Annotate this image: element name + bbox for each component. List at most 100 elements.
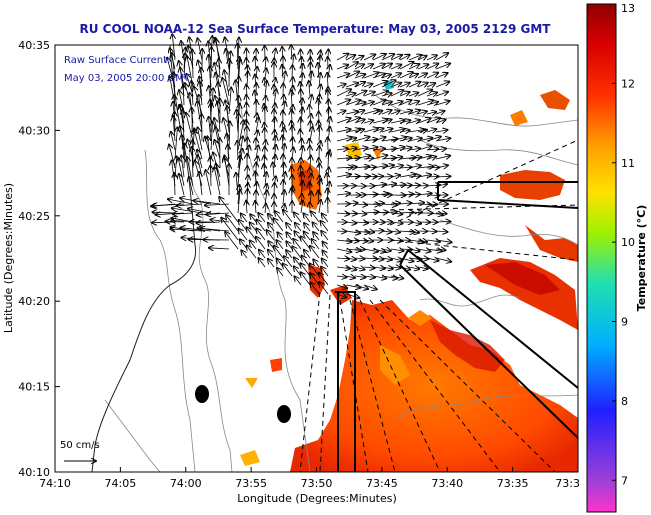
current-vector	[363, 92, 375, 96]
current-vector	[372, 91, 388, 97]
current-vector	[259, 250, 266, 259]
marker-dot	[277, 405, 291, 423]
current-vector	[277, 268, 284, 277]
current-vector	[399, 100, 411, 106]
current-vector	[345, 285, 361, 288]
current-vector	[408, 240, 423, 242]
current-vector	[256, 237, 266, 250]
current-vector	[345, 138, 356, 141]
scale-label: 50 cm/s	[60, 440, 100, 451]
current-vector	[435, 249, 446, 250]
current-vector	[345, 249, 361, 251]
current-vector	[381, 120, 392, 124]
y-tick-label: 40:35	[18, 39, 50, 52]
current-vector	[310, 282, 320, 295]
current-vector	[399, 138, 412, 141]
x-tick-label: 73:3	[555, 477, 580, 490]
current-vector	[390, 73, 401, 79]
current-vector	[238, 190, 240, 214]
current-vector	[426, 157, 436, 159]
current-label-line1: Raw Surface Current:	[64, 55, 170, 66]
current-vector	[345, 100, 360, 106]
current-vector	[336, 65, 348, 70]
current-vector	[345, 167, 357, 168]
current-vector	[268, 250, 275, 259]
current-vector	[390, 90, 403, 97]
current-vector	[336, 285, 347, 288]
colorbar-tick-label: 9	[621, 316, 628, 329]
current-vector	[179, 174, 185, 196]
current-vector	[363, 73, 379, 79]
current-vector	[354, 176, 370, 177]
current-vector	[435, 138, 450, 141]
current-vector	[363, 231, 374, 232]
current-vector	[363, 249, 378, 252]
current-vector	[336, 174, 351, 177]
current-vector	[226, 215, 239, 232]
current-vector	[292, 65, 293, 79]
current-vector	[399, 55, 410, 61]
current-vector	[239, 229, 248, 241]
current-vector	[304, 250, 311, 259]
current-vector	[336, 111, 346, 114]
current-vector	[372, 203, 384, 204]
current-vector	[363, 284, 377, 289]
current-vector	[417, 204, 431, 205]
current-vector	[435, 53, 448, 61]
current-vector	[390, 240, 402, 241]
current-vector	[390, 102, 403, 106]
current-vector	[399, 62, 414, 70]
current-vector	[354, 91, 367, 97]
current-vector	[417, 100, 433, 106]
current-vector	[381, 93, 392, 96]
colorbar: 13 12 11 10 9 8 7 Temperature (°C)	[586, 2, 648, 513]
current-vector	[327, 73, 328, 88]
current-vector	[171, 132, 176, 151]
current-vector	[417, 73, 427, 79]
current-vector	[206, 170, 212, 196]
current-vector	[363, 139, 377, 141]
current-vector	[311, 211, 320, 223]
current-vector	[381, 204, 397, 205]
current-vector	[295, 276, 302, 286]
current-vector	[301, 201, 303, 214]
current-vector	[390, 203, 400, 204]
current-vector	[372, 137, 386, 142]
current-vector	[408, 64, 419, 70]
current-vector	[345, 231, 360, 233]
current-vector	[399, 157, 416, 159]
current-vector	[309, 105, 310, 115]
current-vector	[291, 90, 292, 106]
current-vector	[399, 148, 412, 150]
current-vector	[408, 212, 422, 213]
current-vector	[372, 184, 386, 186]
current-vector	[408, 138, 422, 141]
current-vector	[250, 214, 257, 223]
current-vector	[354, 240, 368, 241]
current-vector	[322, 214, 329, 223]
y-tick-label: 40:20	[18, 295, 50, 308]
current-vector	[372, 100, 386, 106]
current-vector	[435, 101, 450, 106]
current-vector	[354, 258, 364, 259]
current-vector	[435, 120, 446, 123]
dashed-lines	[299, 139, 579, 473]
current-vector	[189, 177, 194, 196]
current-vector	[250, 240, 257, 250]
current-vector	[310, 121, 311, 133]
current-vector	[284, 256, 293, 268]
current-vector	[435, 176, 450, 177]
current-vector	[417, 64, 428, 70]
current-vector	[408, 222, 421, 224]
current-vector	[256, 220, 266, 232]
current-vector	[258, 258, 266, 268]
current-vector	[219, 197, 239, 223]
chart-title: RU COOL NOAA-12 Sea Surface Temperature:…	[80, 22, 552, 36]
x-axis: 74:10 74:05 74:00 73:55 73:50 73:45 73:40 73:35…	[39, 467, 580, 490]
current-vector	[345, 203, 358, 204]
current-vector	[399, 174, 416, 177]
current-vector	[345, 93, 355, 96]
current-vector	[345, 62, 358, 70]
current-vector	[399, 111, 412, 115]
current-vector	[345, 118, 360, 124]
